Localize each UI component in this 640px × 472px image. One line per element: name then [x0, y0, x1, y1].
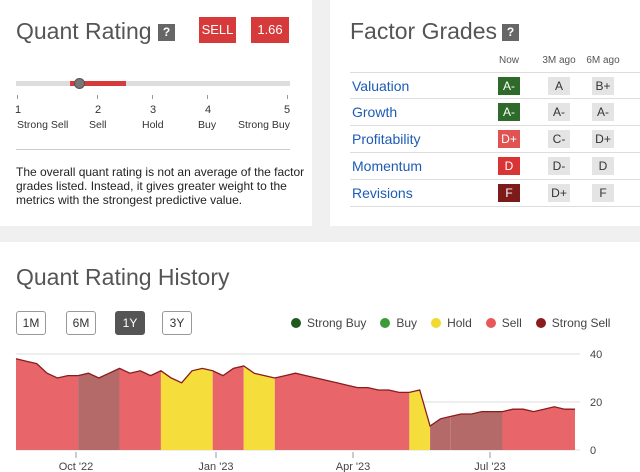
scale-tick: [287, 95, 288, 99]
grade-6m-ago: A-: [592, 103, 614, 121]
scale-num-2: 2: [95, 104, 102, 116]
grade-now: A-: [498, 103, 520, 121]
quant-rating-history-card: Quant Rating History 1M 6M 1Y 3Y Strong …: [0, 242, 640, 472]
area-segment-strong-sell: [78, 368, 120, 450]
x-tick-label: Jul '23: [474, 461, 505, 472]
rating-scale-marker: [74, 78, 85, 89]
grade-6m-ago: F: [592, 184, 614, 202]
legend-item-strong-sell[interactable]: Strong Sell: [535, 316, 611, 330]
area-segment-hold: [160, 368, 213, 450]
rating-label-badge: SELL: [199, 17, 236, 43]
header-now: Now: [498, 55, 519, 66]
grade-6m-ago: D+: [592, 130, 614, 148]
period-button-6m[interactable]: 6M: [66, 311, 96, 335]
grade-3m-ago: C-: [548, 130, 570, 148]
area-segment-sell: [502, 406, 575, 450]
legend-item-hold[interactable]: Hold: [431, 316, 472, 330]
x-tick-label: Oct '22: [59, 461, 94, 472]
scale-label-strong-buy: Strong Buy: [238, 119, 290, 131]
x-tick-label: Apr '23: [336, 461, 371, 472]
factor-name-link[interactable]: Profitability: [352, 131, 421, 147]
factor-row-profitability: Profitability D+ C- D+: [350, 126, 640, 153]
help-icon[interactable]: ?: [158, 24, 175, 41]
y-tick-label: 40: [590, 349, 602, 361]
legend-dot-icon: [380, 318, 391, 328]
scale-tick: [152, 95, 153, 99]
legend-label: Hold: [447, 316, 472, 330]
quant-rating-title: Quant Rating: [16, 18, 152, 44]
legend-item-sell[interactable]: Sell: [485, 316, 522, 330]
y-tick-label: 20: [590, 397, 602, 409]
factor-row-valuation: Valuation A- A B+: [350, 72, 640, 99]
quant-rating-card: Quant Rating ? SELL 1.66 1 2 3 4 5 Stron…: [0, 0, 312, 226]
legend-label: Strong Buy: [307, 316, 367, 330]
legend-dot-icon: [535, 318, 546, 328]
history-title: Quant Rating History: [16, 264, 230, 290]
factor-grades-title: Factor Grades: [350, 18, 497, 44]
rating-scale-fill: [70, 81, 126, 86]
rating-value-badge: 1.66: [251, 17, 289, 43]
factor-row-revisions: Revisions F D+ F: [350, 180, 640, 207]
scale-num-4: 4: [205, 104, 212, 116]
legend-dot-icon: [485, 318, 496, 328]
area-segment-sell: [274, 373, 410, 450]
factor-name-link[interactable]: Momentum: [352, 158, 423, 174]
divider: [16, 149, 290, 150]
scale-label-strong-sell: Strong Sell: [17, 119, 69, 131]
scale-label-hold: Hold: [142, 119, 164, 131]
rating-scale-track: [16, 81, 290, 86]
scale-tick: [97, 95, 98, 99]
legend-item-strong-buy[interactable]: Strong Buy: [291, 316, 366, 330]
legend-dot-icon: [291, 318, 301, 328]
factor-name-link[interactable]: Revisions: [352, 185, 413, 201]
legend-dot-icon: [431, 318, 442, 328]
factor-row-momentum: Momentum D D- D: [350, 153, 640, 180]
grade-now: F: [498, 184, 520, 202]
grade-now: D+: [498, 130, 520, 148]
area-segment-strong-sell: [450, 411, 503, 450]
chart-legend: Strong Buy Buy Hold Sell Strong Sell: [291, 316, 624, 330]
header-3m-ago: 3M ago: [542, 55, 576, 66]
area-segment-strong-sell: [430, 416, 451, 450]
scale-num-5: 5: [284, 104, 291, 116]
quant-rating-note: The overall quant rating is not an avera…: [16, 165, 305, 207]
header-6m-ago: 6M ago: [586, 55, 620, 66]
grade-now: D: [498, 157, 520, 175]
factor-name-link[interactable]: Valuation: [352, 78, 410, 94]
scale-label-sell: Sell: [89, 119, 107, 131]
grade-3m-ago: A-: [548, 103, 570, 121]
grade-3m-ago: D+: [548, 184, 570, 202]
factor-name-link[interactable]: Growth: [352, 104, 398, 120]
legend-label: Buy: [396, 316, 418, 330]
y-tick-label: 0: [590, 445, 596, 457]
scale-tick: [207, 95, 208, 99]
grade-6m-ago: D: [592, 157, 614, 175]
scale-num-1: 1: [15, 104, 22, 116]
factor-grades-card: Factor Grades ? Now 3M ago 6M ago Valuat…: [330, 0, 640, 226]
legend-label: Sell: [501, 316, 522, 330]
x-tick-label: Jan '23: [198, 461, 233, 472]
scale-num-3: 3: [150, 104, 157, 116]
area-segment-sell: [119, 368, 161, 450]
grade-3m-ago: A: [548, 77, 570, 95]
period-button-1m[interactable]: 1M: [16, 311, 46, 335]
period-button-3y[interactable]: 3Y: [162, 311, 192, 335]
quant-rating-history-chart: 0 20 40 Oct '22 Jan '23 Apr '23 Jul '23: [15, 349, 602, 472]
help-icon[interactable]: ?: [502, 24, 519, 41]
scale-tick: [17, 95, 18, 99]
legend-item-buy[interactable]: Buy: [380, 316, 417, 330]
rating-line: [15, 358, 575, 428]
area-segment-sell: [16, 358, 79, 450]
grade-3m-ago: D-: [548, 157, 570, 175]
legend-label: Strong Sell: [551, 316, 611, 330]
scale-label-buy: Buy: [198, 119, 217, 131]
area-segment-hold: [409, 390, 431, 450]
factor-row-growth: Growth A- A- A-: [350, 99, 640, 126]
area-segment-hold: [243, 366, 275, 450]
area-segment-sell: [212, 366, 244, 450]
grade-6m-ago: B+: [592, 77, 614, 95]
grade-now: A-: [498, 77, 520, 95]
period-button-1y[interactable]: 1Y: [115, 311, 145, 335]
